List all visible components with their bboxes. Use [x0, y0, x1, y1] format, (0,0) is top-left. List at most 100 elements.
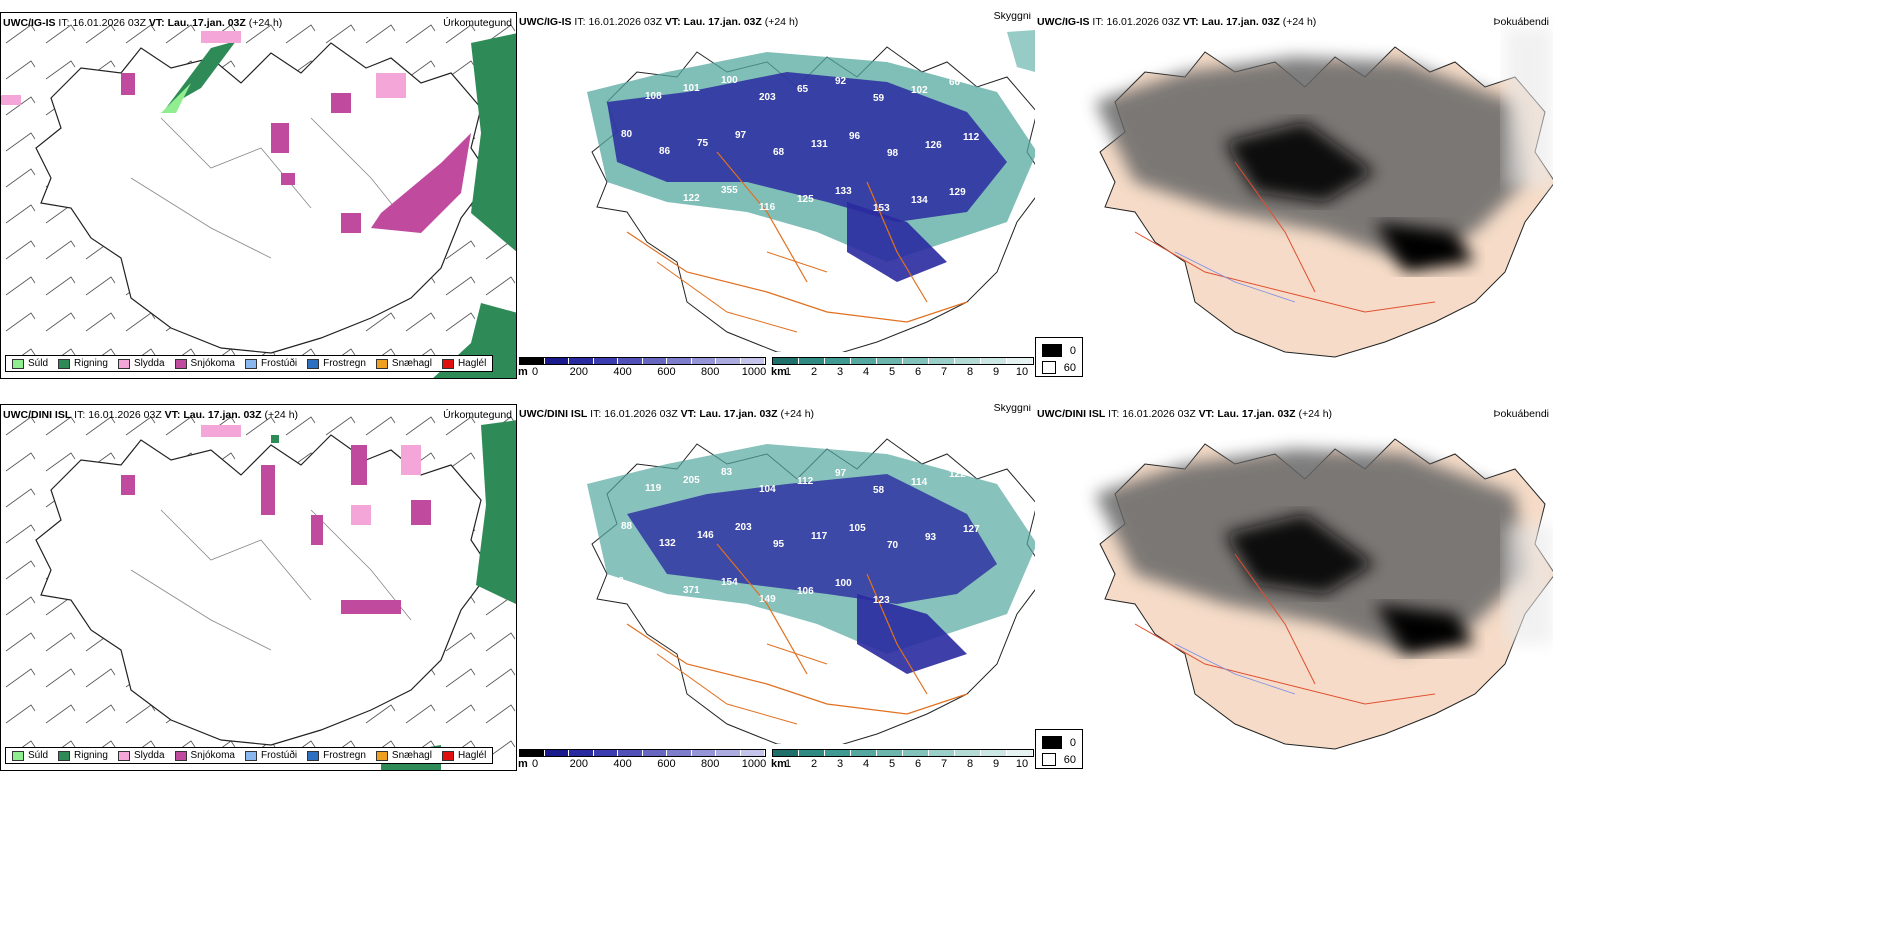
cloud-base-label: 94: [607, 184, 619, 195]
colorbar-step: [520, 358, 545, 364]
cloud-base-label: 66: [949, 77, 961, 88]
colorbar-step: [773, 750, 799, 756]
legend-swatch: [1042, 736, 1062, 749]
colorbar-step: [667, 750, 692, 756]
visibility-map: 125 108 101 100 203 65 92 59 102 66 80 86 75 97 68 131 9…: [587, 30, 1035, 352]
colorbar-unit: km: [771, 758, 787, 770]
legend-label: Súld: [28, 358, 49, 369]
colorbar-step: [716, 750, 741, 756]
cloud-base-label: 112: [963, 132, 980, 143]
colorbar-tick: 1000: [741, 758, 767, 770]
cloud-base-label: 119: [645, 483, 662, 494]
cloud-base-label: 203: [759, 92, 776, 103]
legend-label: Haglél: [457, 750, 487, 761]
panel-header: UWC/DINI ISL IT: 16.01.2026 03Z VT: Lau.…: [3, 409, 299, 421]
fog-legend-item: 60: [1042, 751, 1076, 768]
colorbar-tick: 7: [940, 366, 948, 378]
cloud-base-label: 93: [925, 532, 937, 543]
colorbar-tick: 3: [836, 366, 844, 378]
colorbar-step: [716, 358, 741, 364]
precip-type-panel-ig: UWC/IG-IS IT: 16.01.2026 03Z VT: Lau. 17…: [0, 12, 517, 379]
legend-swatch: [12, 750, 24, 761]
colorbar-tick: 0: [531, 758, 539, 770]
legend-label: Frostúði: [260, 750, 298, 761]
precip-legend-item: Súld: [12, 750, 48, 761]
panel-header: UWC/IG-IS IT: 16.01.2026 03Z VT: Lau. 17…: [519, 16, 799, 28]
colorbar-step: [520, 750, 545, 756]
colorbar-tick: 1: [784, 366, 792, 378]
legend-label: Haglél: [457, 358, 487, 369]
colorbar-step: [642, 750, 667, 756]
cloud-base-label: 59: [873, 93, 885, 104]
legend-swatch: [12, 358, 24, 369]
colorbar-tick: 4: [862, 758, 870, 770]
colorbar-unit: m: [518, 758, 528, 770]
legend-swatch: [307, 358, 320, 369]
legend-swatch: [375, 358, 388, 369]
colorbar-step: [569, 750, 594, 756]
colorbar-step: [691, 358, 716, 364]
cloud-base-label: 123: [873, 595, 890, 606]
legend-label: Frostúði: [260, 358, 298, 369]
colorbar-step: [593, 750, 618, 756]
field-title: Þokuábendi: [1493, 408, 1549, 420]
colorbar-step: [851, 358, 877, 364]
colorbar-tick: 0: [531, 366, 539, 378]
field-title: Þokuábendi: [1493, 16, 1549, 28]
cloud-base-label: 117: [811, 531, 828, 542]
field-title: Skyggni: [993, 404, 1031, 414]
colorbar-step: [851, 750, 877, 756]
cloud-base-label: 125: [645, 593, 662, 604]
precip-legend-item: Haglél: [441, 750, 487, 761]
cloud-base-label: 68: [773, 147, 785, 158]
precip-legend-item: Rigning: [58, 358, 108, 369]
colorbar-tick: 1: [784, 758, 792, 770]
colorbar-step: [955, 750, 981, 756]
colorbar-step: [903, 358, 929, 364]
legend-label: Súld: [28, 750, 49, 761]
colorbar-step: [929, 358, 955, 364]
colorbar-tick: 1000: [741, 366, 767, 378]
colorbar-step: [1007, 750, 1033, 756]
precip-legend-item: Haglél: [441, 358, 487, 369]
cloud-base-label: 355: [721, 185, 738, 196]
legend-swatch: [375, 750, 388, 761]
precip-legend-item: Snjókoma: [174, 750, 235, 761]
cloud-base-label: 149: [759, 594, 776, 605]
legend-label: Snjókoma: [190, 358, 235, 369]
cloud-base-label: 203: [735, 522, 752, 533]
cloud-base-label: 65: [797, 84, 809, 95]
legend-label: Rigning: [74, 750, 108, 761]
precip-legend-item: Slydda: [117, 358, 165, 369]
cloud-base-label: 97: [735, 130, 747, 141]
field-title: Úrkomutegund: [443, 17, 512, 29]
colorbar-tick: 800: [701, 366, 720, 378]
cloud-base-label: 133: [835, 186, 852, 197]
legend-label: Frostregn: [323, 358, 366, 369]
cloud-base-label: 101: [683, 83, 700, 94]
colorbar-step: [593, 358, 618, 364]
cloud-base-label: 86: [659, 146, 671, 157]
precip-legend-item: Frostregn: [307, 358, 366, 369]
legend-label: 60: [1063, 753, 1076, 766]
colorbar-step: [981, 750, 1007, 756]
legend-label: Snæhagl: [391, 750, 432, 761]
colorbar-unit: km: [771, 366, 787, 378]
colorbar-step: [773, 358, 799, 364]
cloud-base-label: 112: [797, 476, 814, 487]
cloud-base-label: 116: [759, 202, 776, 213]
cloud-base-label: 117: [645, 201, 662, 212]
colorbar-step: [667, 358, 692, 364]
precip-legend-item: Slydda: [117, 750, 165, 761]
precip-legend-item: Frostúði: [244, 750, 298, 761]
precip-legend-item: Snæhagl: [375, 358, 432, 369]
cloud-base-label: 146: [697, 530, 714, 541]
cloud-base-label: 154: [721, 577, 738, 588]
legend-label: Slydda: [133, 358, 165, 369]
panel-header: UWC/IG-IS IT: 16.01.2026 03Z VT: Lau. 17…: [1037, 16, 1317, 28]
colorbar-tick: 2: [810, 758, 818, 770]
cloud-base-label: 205: [683, 475, 700, 486]
legend-swatch: [244, 750, 257, 761]
legend-swatch: [58, 750, 71, 761]
legend-swatch: [117, 358, 130, 369]
